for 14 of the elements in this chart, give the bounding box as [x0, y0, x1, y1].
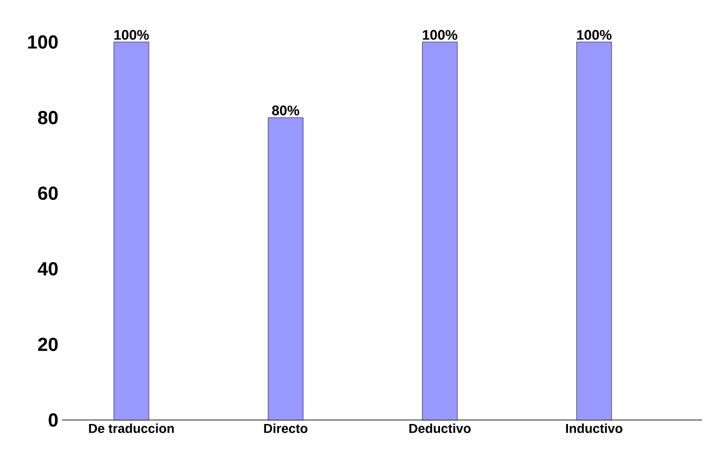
data-label: 100%	[577, 30, 612, 40]
y-tick-label: 80	[38, 110, 58, 124]
x-tick-label: Directo	[264, 424, 308, 434]
x-tick-label: Inductivo	[566, 424, 622, 434]
x-tick-label: De traduccion	[89, 424, 174, 434]
data-label: 100%	[422, 30, 458, 40]
data-label: 80%	[272, 106, 300, 116]
y-tick-label: 100	[28, 35, 58, 49]
y-tick-label: 60	[38, 186, 58, 200]
x-tick-label: Deductivo	[409, 424, 471, 434]
y-tick-label: 40	[38, 262, 58, 276]
y-tick-label: 20	[38, 338, 58, 352]
y-tick-label: 0	[48, 413, 58, 427]
data-label: 100%	[114, 30, 149, 40]
